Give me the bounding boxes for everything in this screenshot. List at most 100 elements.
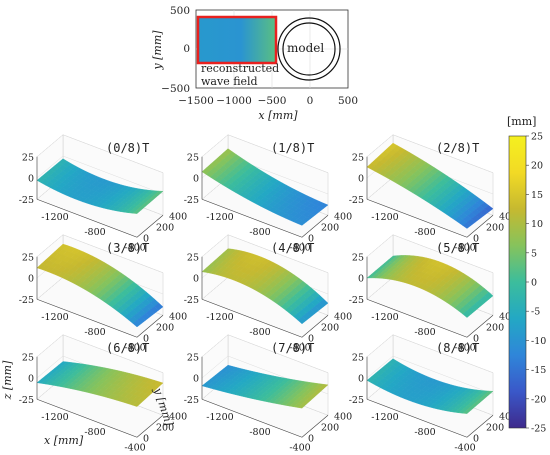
- panel-y-tick: 200: [321, 422, 339, 433]
- panel-phase-label: (7/8)T: [271, 341, 314, 355]
- panel-phase-label: (3/8)T: [106, 241, 149, 255]
- panel-y-tick: 400: [499, 311, 517, 322]
- panel-gridline: [36, 155, 164, 195]
- panel-y-tick: 0: [473, 433, 479, 444]
- panel-x-axis: [36, 298, 138, 338]
- colorbar-tick-label: -15: [531, 365, 546, 376]
- plan-xlabel: x [mm]: [258, 109, 298, 122]
- colorbar-tick-label: 5: [531, 248, 537, 259]
- panel-x-axis: [366, 398, 468, 438]
- panel-y-tick: 0: [143, 333, 149, 344]
- panel-y-tick: 0: [308, 233, 314, 244]
- colorbar: [mm] 25 20 15 10 5 0 -5 -10 -15 -20 -25: [507, 115, 546, 435]
- panel-x-tick: -800: [414, 427, 435, 438]
- panel-x-tick: -1200: [41, 212, 68, 223]
- panel-y-axis: [301, 315, 329, 338]
- panel-x-axis: [201, 398, 303, 438]
- panel-gridline: [201, 134, 329, 173]
- surface-facet: [462, 221, 472, 229]
- panel-z-tick: 25: [352, 352, 364, 363]
- panel-y-tick: 400: [334, 311, 352, 322]
- colorbar-tick-label: 0: [531, 278, 537, 289]
- panel-z-tick: -25: [184, 295, 199, 306]
- colorbar-tick-label: 15: [531, 190, 543, 201]
- panel-gridline: [36, 334, 164, 373]
- surface-panels: 250-25-1200-800-4004002000(0/8)T250-25-1…: [1, 134, 517, 453]
- panel-x-tick: -800: [249, 327, 270, 338]
- surface-facet: [132, 209, 142, 214]
- colorbar-tick-label: 10: [531, 219, 543, 230]
- panel-x-tick: -800: [414, 227, 435, 238]
- panel-y-axis: [466, 315, 494, 338]
- panel-z-tick: 25: [352, 252, 364, 263]
- panel-phase-label: (1/8)T: [271, 141, 314, 155]
- panel-z-label: z [mm]: [1, 360, 14, 400]
- panel-z-tick: 25: [187, 252, 199, 263]
- panel-gridline: [36, 134, 164, 173]
- panel-y-tick: 0: [308, 433, 314, 444]
- colorbar-tick-label: -25: [531, 424, 546, 435]
- panel-y-tick: 200: [486, 222, 504, 233]
- panel-x-axis: [36, 398, 138, 438]
- panel-y-tick: 0: [473, 233, 479, 244]
- panel-z-tick: 25: [352, 152, 364, 163]
- model-outer-circle: [277, 17, 341, 81]
- model-inner-circle: [282, 22, 336, 76]
- panel-y-tick: 400: [334, 211, 352, 222]
- panel-x-tick: -1200: [206, 312, 233, 323]
- panel-x-axis: [366, 198, 468, 238]
- plan-xtick-3: −500: [258, 95, 287, 107]
- panel-y-tick: 200: [156, 422, 174, 433]
- panel-y-axis: [136, 215, 164, 238]
- panel-x-tick: -400: [124, 442, 145, 453]
- plan-xtick-5: 500: [338, 95, 358, 107]
- panel-y-axis: [301, 215, 329, 238]
- colorbar-tick-label: -10: [531, 336, 546, 347]
- panel-gridline: [366, 234, 494, 273]
- panel-y-axis: [136, 315, 164, 338]
- panel-x-tick: -400: [454, 342, 475, 353]
- panel-z-tick: 25: [22, 252, 34, 263]
- panel-z-tick: 25: [187, 152, 199, 163]
- panel-x-tick: -400: [124, 242, 145, 253]
- reconstructed-field-outline: [196, 15, 278, 65]
- panel-x-tick: -1200: [371, 412, 398, 423]
- panel-z-tick: -25: [349, 395, 364, 406]
- panel-z-tick: -25: [19, 195, 34, 206]
- panel-x-tick: -800: [84, 227, 105, 238]
- plan-xtick-4: 0: [307, 95, 314, 107]
- panel-phase-label: (4/8)T: [271, 241, 314, 255]
- panel-y-axis: [301, 415, 329, 438]
- plan-ylabel: y [mm]: [151, 30, 164, 71]
- panel-y-axis: [466, 215, 494, 238]
- panel-phase-label: (8/8)T: [436, 341, 479, 355]
- panel-y-tick: 0: [308, 333, 314, 344]
- panel-z-tick: 0: [193, 274, 199, 285]
- panel-z-tick: -25: [19, 395, 34, 406]
- panel-x-tick: -400: [454, 442, 475, 453]
- panel-x-tick: -400: [289, 342, 310, 353]
- panel-y-tick: 0: [143, 433, 149, 444]
- reconstructed-field-fill: [198, 17, 276, 63]
- panel-y-tick: 400: [334, 411, 352, 422]
- panel-y-tick: 400: [169, 411, 187, 422]
- panel-y-tick: 400: [169, 311, 187, 322]
- panel-z-tick: -25: [184, 395, 199, 406]
- panel-z-tick: 0: [358, 374, 364, 385]
- plan-ytick-top: 500: [170, 5, 190, 17]
- panel-x-tick: -400: [454, 242, 475, 253]
- colorbar-ticks: 25 20 15 10 5 0 -5 -10 -15 -20 -25: [526, 132, 546, 435]
- model-label: model: [287, 41, 324, 55]
- panel-z-tick: 0: [28, 374, 34, 385]
- panel-z-tick: 25: [22, 152, 34, 163]
- panel-x-tick: -800: [84, 327, 105, 338]
- panel-phase-label: (0/8)T: [106, 141, 149, 155]
- surface-facet: [132, 401, 142, 407]
- panel-y-tick: 400: [169, 211, 187, 222]
- panel-z-tick: -25: [184, 195, 199, 206]
- panel-x-tick: -1200: [371, 212, 398, 223]
